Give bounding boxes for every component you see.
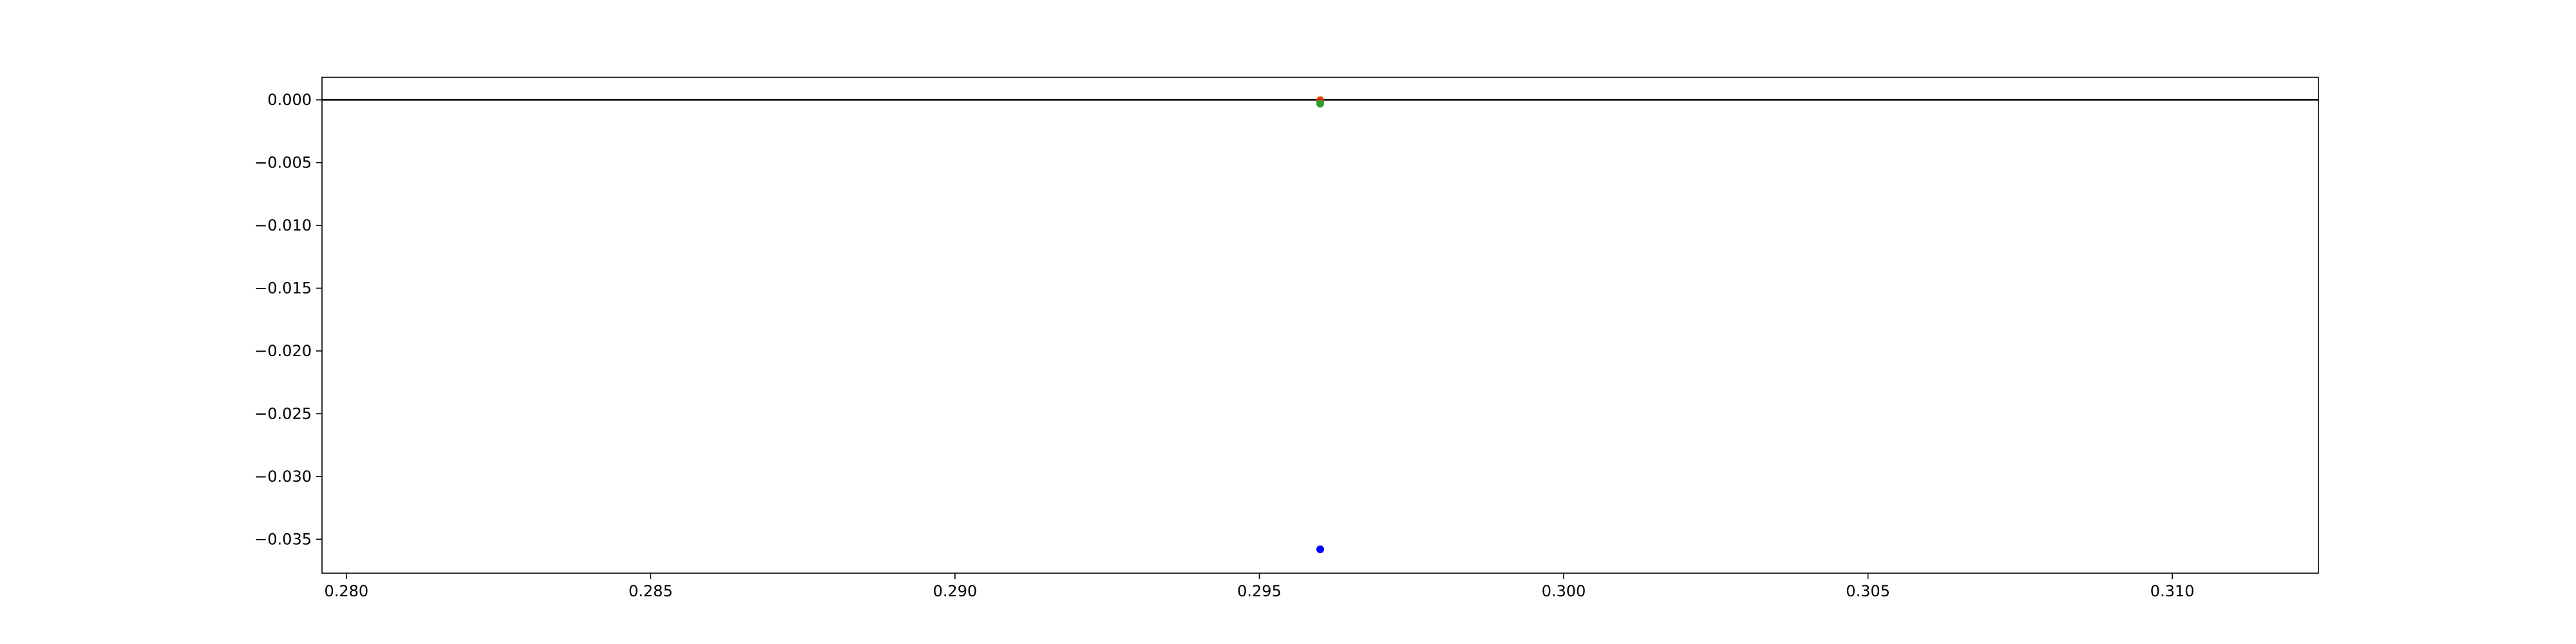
y-tick-label: −0.025 xyxy=(254,404,312,422)
x-tick-label: 0.310 xyxy=(2150,582,2195,600)
x-axis: 0.280 0.285 0.290 0.295 0.300 0.305 0.310 xyxy=(324,573,2195,600)
x-tick-label: 0.295 xyxy=(1237,582,1282,600)
y-tick-label: −0.035 xyxy=(254,530,312,548)
x-tick-label: 0.285 xyxy=(629,582,673,600)
x-tick-label: 0.305 xyxy=(1846,582,1890,600)
x-tick-label: 0.300 xyxy=(1542,582,1586,600)
plot-frame xyxy=(321,77,2319,574)
x-tick-label: 0.290 xyxy=(933,582,978,600)
y-tick-label: −0.010 xyxy=(254,216,312,234)
y-tick-label: −0.005 xyxy=(254,154,312,172)
y-tick-label: −0.030 xyxy=(254,468,312,486)
plot-background xyxy=(322,77,2318,573)
y-axis: 0.000 −0.005 −0.010 −0.015 −0.020 −0.025 −0.03… xyxy=(254,91,322,548)
y-tick-label: −0.015 xyxy=(254,279,312,297)
data-point xyxy=(1316,545,1324,553)
y-tick-label: −0.020 xyxy=(254,342,312,360)
y-tick-label: 0.000 xyxy=(267,91,312,109)
data-point xyxy=(1316,99,1324,108)
x-tick-label: 0.280 xyxy=(324,582,368,600)
data-points xyxy=(1316,96,1324,553)
